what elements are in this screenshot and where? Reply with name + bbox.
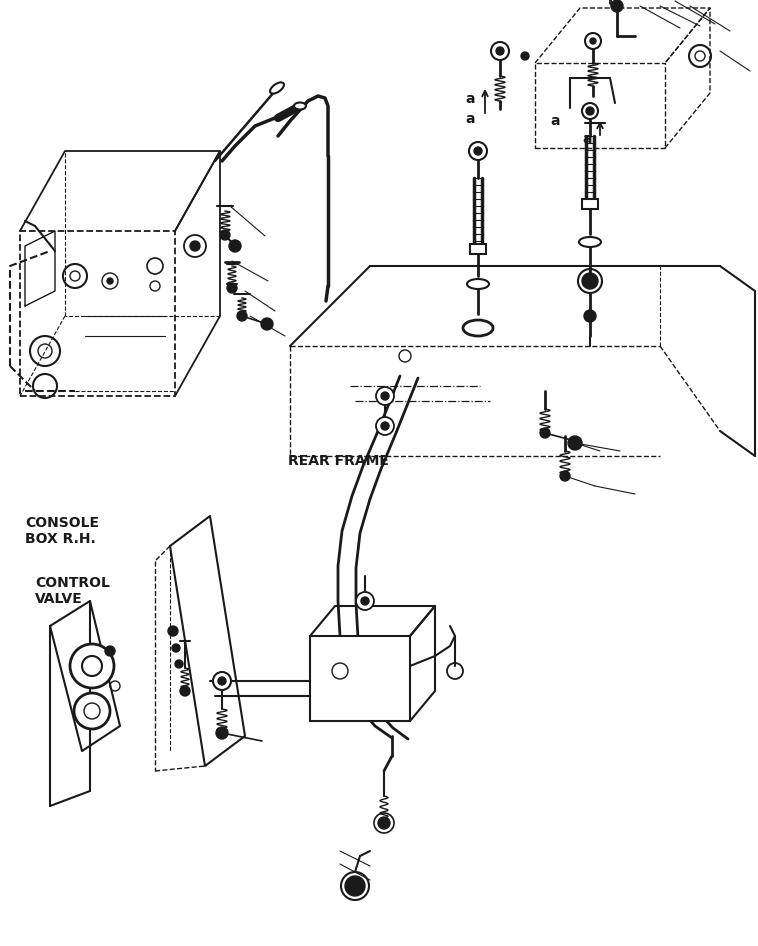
Circle shape	[582, 273, 598, 289]
Text: a: a	[465, 92, 475, 106]
Circle shape	[381, 392, 389, 400]
Ellipse shape	[463, 320, 493, 336]
Text: CONSOLE
BOX R.H.: CONSOLE BOX R.H.	[25, 516, 99, 546]
Circle shape	[474, 147, 482, 155]
Circle shape	[105, 646, 115, 656]
Bar	[470, 244, 486, 254]
Text: a: a	[582, 132, 592, 146]
Circle shape	[74, 693, 110, 729]
Circle shape	[168, 626, 178, 636]
Circle shape	[585, 33, 601, 49]
Circle shape	[376, 387, 394, 405]
Circle shape	[356, 592, 374, 610]
Circle shape	[560, 471, 570, 481]
Circle shape	[378, 817, 390, 829]
Circle shape	[261, 318, 273, 330]
Circle shape	[184, 235, 206, 257]
Circle shape	[611, 0, 623, 12]
Circle shape	[540, 428, 550, 438]
Ellipse shape	[467, 279, 489, 289]
Circle shape	[229, 240, 241, 252]
Circle shape	[469, 142, 487, 160]
Circle shape	[376, 417, 394, 435]
Circle shape	[381, 422, 389, 430]
Circle shape	[107, 278, 113, 284]
Circle shape	[345, 876, 365, 896]
Circle shape	[584, 310, 596, 322]
Ellipse shape	[270, 82, 284, 94]
Text: a: a	[550, 114, 559, 128]
Text: REAR FRAME: REAR FRAME	[288, 454, 389, 468]
Circle shape	[496, 47, 504, 55]
Circle shape	[70, 644, 114, 688]
Circle shape	[521, 52, 529, 60]
Circle shape	[586, 107, 594, 115]
Text: CONTROL
VALVE: CONTROL VALVE	[35, 576, 110, 606]
Circle shape	[237, 311, 247, 321]
Circle shape	[361, 597, 369, 605]
Circle shape	[582, 103, 598, 119]
Circle shape	[568, 436, 582, 450]
Text: a: a	[465, 112, 475, 126]
Circle shape	[220, 230, 230, 240]
Ellipse shape	[294, 102, 306, 110]
Circle shape	[180, 686, 190, 696]
Circle shape	[218, 677, 226, 685]
Bar	[310, 636, 410, 721]
Ellipse shape	[579, 237, 601, 247]
Circle shape	[213, 672, 231, 690]
Circle shape	[491, 42, 509, 60]
Circle shape	[227, 283, 237, 293]
Circle shape	[172, 644, 180, 652]
Circle shape	[175, 660, 183, 668]
Bar	[582, 199, 598, 209]
Circle shape	[590, 38, 596, 44]
Circle shape	[216, 727, 228, 739]
Circle shape	[190, 241, 200, 251]
